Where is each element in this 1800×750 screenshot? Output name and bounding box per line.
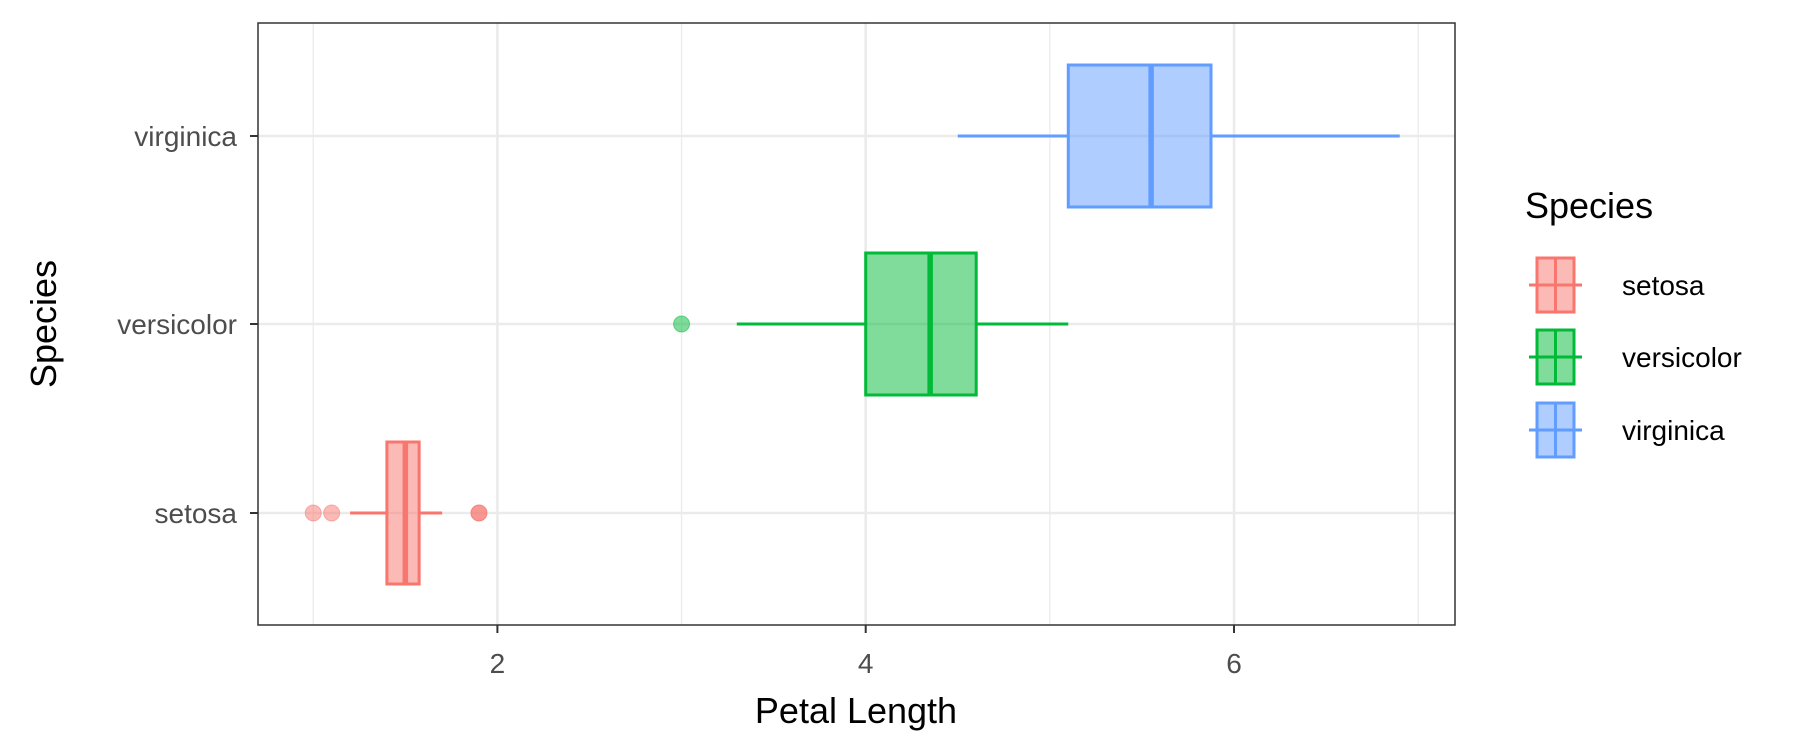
legend-item-virginica: virginica: [1529, 401, 1725, 459]
boxes: [304, 63, 1400, 586]
legend-title: Species: [1525, 185, 1653, 226]
box-versicolor: [673, 251, 1069, 397]
box-setosa: [304, 440, 488, 586]
legend-item-setosa: setosa: [1529, 256, 1705, 314]
outlier-point: [470, 504, 488, 522]
x-tick-label: 6: [1226, 648, 1242, 679]
box-iqr: [1066, 63, 1213, 209]
y-axis: setosa versicolor virginica: [117, 121, 258, 529]
legend-label: virginica: [1622, 415, 1725, 446]
outlier-point: [304, 504, 322, 522]
legend: Species setosa versicolor virginica: [1525, 185, 1742, 459]
x-tick-label: 4: [858, 648, 874, 679]
y-tick-label: virginica: [134, 121, 237, 152]
legend-item-versicolor: versicolor: [1529, 328, 1742, 386]
x-tick-label: 2: [490, 648, 506, 679]
legend-label: setosa: [1622, 270, 1705, 301]
y-tick-label: setosa: [155, 498, 238, 529]
y-axis-title: Species: [23, 260, 64, 388]
legend-label: versicolor: [1622, 342, 1742, 373]
outlier-point: [323, 504, 341, 522]
y-tick-label: versicolor: [117, 309, 237, 340]
box-iqr: [864, 251, 978, 397]
x-axis: 2 4 6: [490, 625, 1242, 679]
outlier-point: [673, 315, 691, 333]
x-axis-title: Petal Length: [755, 690, 957, 731]
box-virginica: [957, 63, 1400, 209]
